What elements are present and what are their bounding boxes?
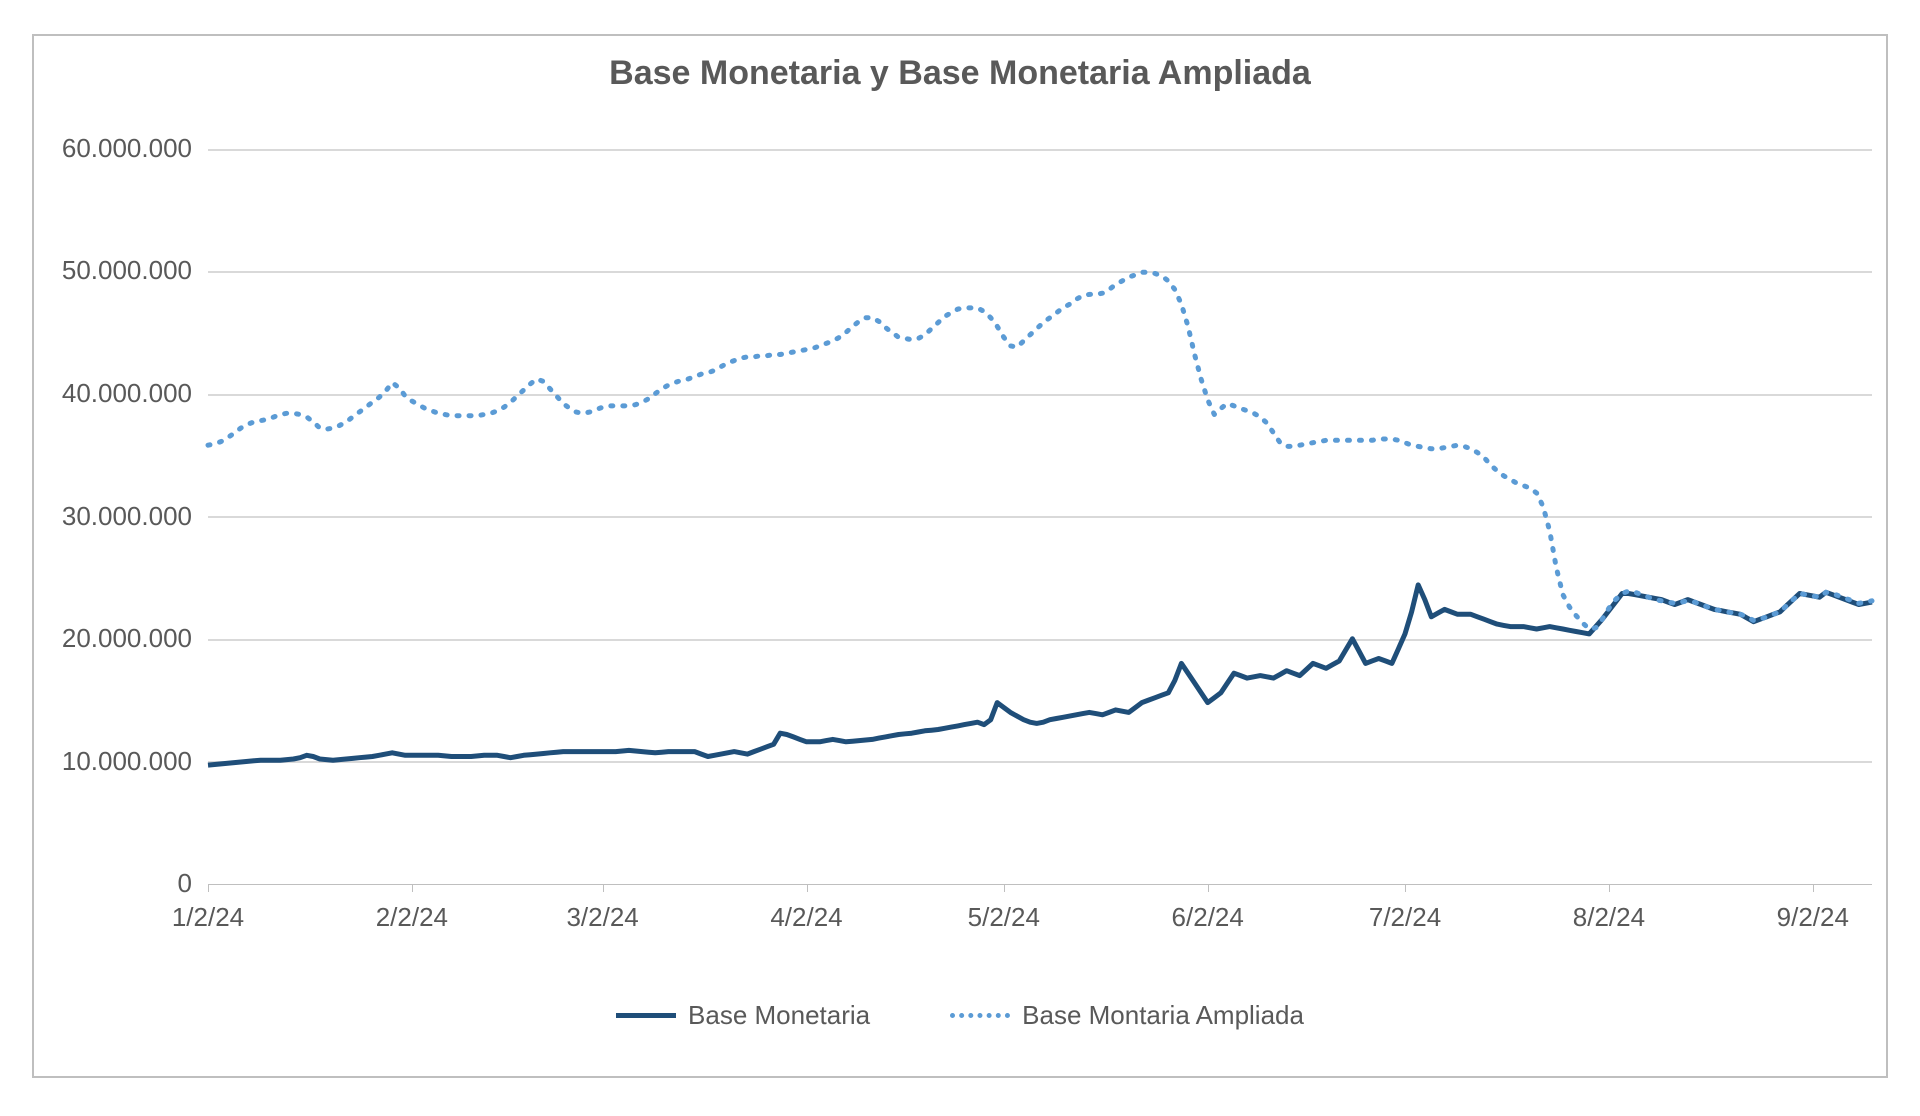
chart-container: Base Monetaria y Base Monetaria Ampliada… <box>0 0 1920 1116</box>
chart-title: Base Monetaria y Base Monetaria Ampliada <box>0 54 1920 93</box>
y-tick-label: 40.000.000 <box>0 378 192 409</box>
legend-swatch <box>950 1013 1010 1018</box>
y-tick-label: 50.000.000 <box>0 255 192 286</box>
y-tick-label: 60.000.000 <box>0 133 192 164</box>
legend-label: Base Montaria Ampliada <box>1022 1000 1304 1031</box>
x-tick-mark <box>807 884 808 892</box>
x-tick-mark <box>412 884 413 892</box>
series-line <box>208 272 1872 629</box>
legend-item: Base Montaria Ampliada <box>950 1000 1304 1031</box>
series-line <box>208 585 1872 765</box>
x-tick-mark <box>1208 884 1209 892</box>
x-axis-line <box>208 884 1872 885</box>
x-tick-mark <box>1813 884 1814 892</box>
plot-area <box>208 124 1872 884</box>
x-tick-mark <box>208 884 209 892</box>
y-tick-label: 30.000.000 <box>0 501 192 532</box>
x-tick-mark <box>1609 884 1610 892</box>
x-tick-mark <box>1004 884 1005 892</box>
x-tick-label: 9/2/24 <box>1777 902 1849 933</box>
x-tick-label: 2/2/24 <box>376 902 448 933</box>
legend-label: Base Monetaria <box>688 1000 870 1031</box>
x-tick-mark <box>603 884 604 892</box>
legend-item: Base Monetaria <box>616 1000 870 1031</box>
x-tick-label: 8/2/24 <box>1573 902 1645 933</box>
y-tick-label: 0 <box>0 868 192 899</box>
x-tick-mark <box>1405 884 1406 892</box>
x-tick-label: 4/2/24 <box>770 902 842 933</box>
chart-legend: Base Monetaria Base Montaria Ampliada <box>0 1000 1920 1031</box>
x-tick-label: 3/2/24 <box>566 902 638 933</box>
legend-swatch <box>616 1013 676 1018</box>
y-tick-label: 10.000.000 <box>0 746 192 777</box>
x-tick-label: 1/2/24 <box>172 902 244 933</box>
y-tick-label: 20.000.000 <box>0 623 192 654</box>
x-tick-label: 7/2/24 <box>1369 902 1441 933</box>
x-tick-label: 5/2/24 <box>968 902 1040 933</box>
x-tick-label: 6/2/24 <box>1172 902 1244 933</box>
series-svg <box>208 124 1872 884</box>
